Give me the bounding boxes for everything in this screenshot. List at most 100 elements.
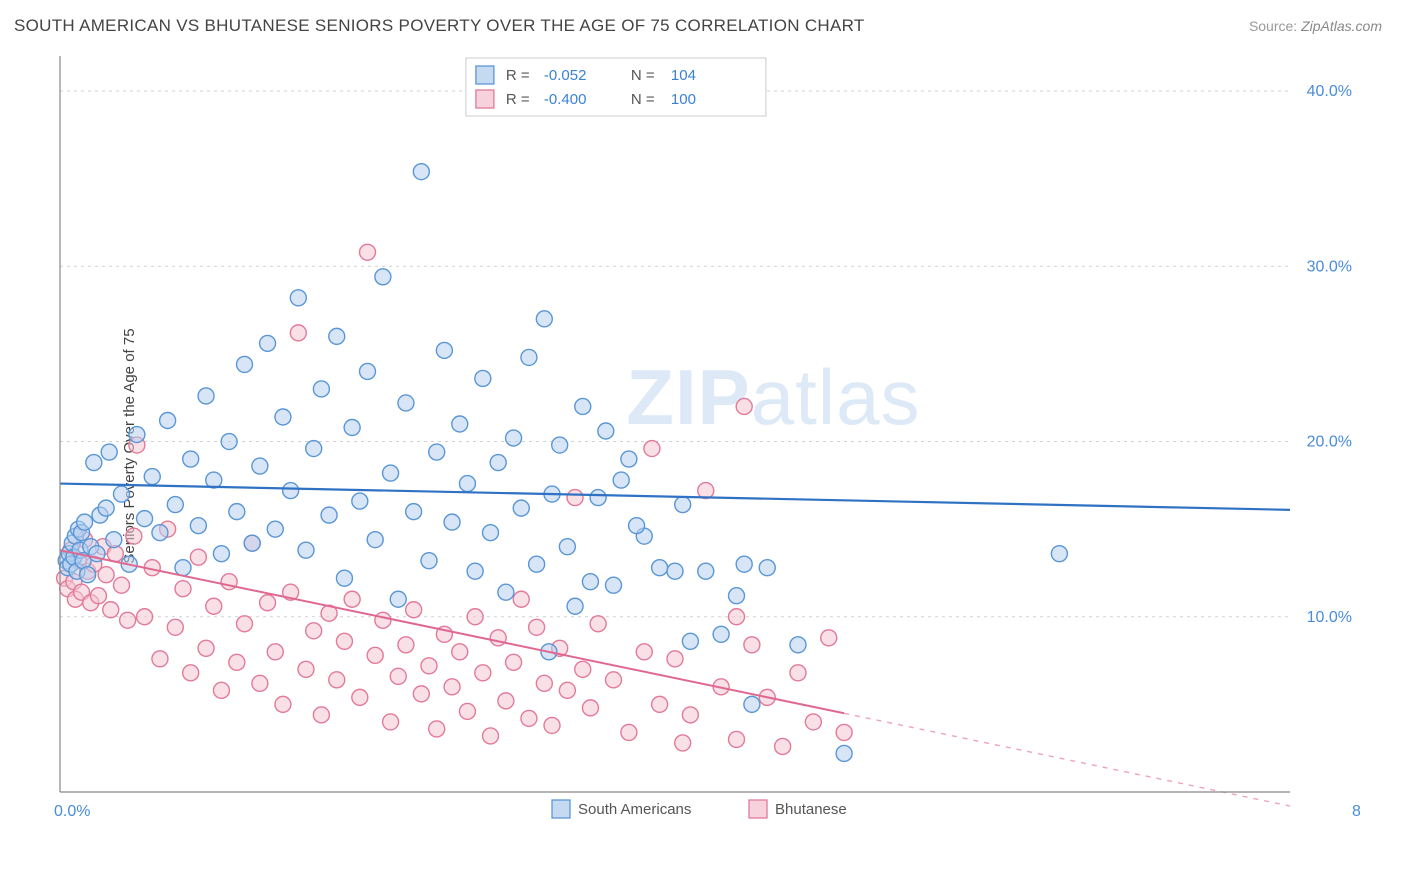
data-point-south_americans xyxy=(506,430,522,446)
data-point-bhutanese xyxy=(429,721,445,737)
data-point-bhutanese xyxy=(90,588,106,604)
data-point-bhutanese xyxy=(475,665,491,681)
data-point-bhutanese xyxy=(575,661,591,677)
data-point-bhutanese xyxy=(344,591,360,607)
data-point-south_americans xyxy=(698,563,714,579)
data-point-bhutanese xyxy=(152,651,168,667)
data-point-bhutanese xyxy=(644,441,660,457)
data-point-bhutanese xyxy=(736,398,752,414)
data-point-south_americans xyxy=(352,493,368,509)
data-point-bhutanese xyxy=(229,654,245,670)
data-point-bhutanese xyxy=(467,609,483,625)
data-point-bhutanese xyxy=(621,724,637,740)
data-point-south_americans xyxy=(290,290,306,306)
data-point-bhutanese xyxy=(306,623,322,639)
data-point-south_americans xyxy=(114,486,130,502)
y-tick-label: 40.0% xyxy=(1307,83,1352,100)
data-point-south_americans xyxy=(790,637,806,653)
data-point-bhutanese xyxy=(606,672,622,688)
data-point-south_americans xyxy=(213,546,229,562)
data-point-south_americans xyxy=(575,398,591,414)
data-point-bhutanese xyxy=(675,735,691,751)
data-point-south_americans xyxy=(336,570,352,586)
data-point-south_americans xyxy=(244,535,260,551)
data-point-bhutanese xyxy=(398,637,414,653)
data-point-bhutanese xyxy=(190,549,206,565)
stats-r-value-south_americans: -0.052 xyxy=(544,67,587,84)
legend-label-south_americans: South Americans xyxy=(578,801,691,818)
data-point-bhutanese xyxy=(667,651,683,667)
data-point-south_americans xyxy=(1051,546,1067,562)
data-point-bhutanese xyxy=(682,707,698,723)
data-point-south_americans xyxy=(598,423,614,439)
data-point-south_americans xyxy=(736,556,752,572)
data-point-south_americans xyxy=(77,514,93,530)
data-point-south_americans xyxy=(275,409,291,425)
data-point-south_americans xyxy=(613,472,629,488)
data-point-bhutanese xyxy=(513,591,529,607)
data-point-bhutanese xyxy=(390,668,406,684)
data-point-south_americans xyxy=(329,328,345,344)
data-point-bhutanese xyxy=(805,714,821,730)
data-point-south_americans xyxy=(344,420,360,436)
data-point-bhutanese xyxy=(360,244,376,260)
data-point-south_americans xyxy=(652,560,668,576)
data-point-south_americans xyxy=(836,745,852,761)
data-point-south_americans xyxy=(667,563,683,579)
data-point-bhutanese xyxy=(567,490,583,506)
data-point-bhutanese xyxy=(183,665,199,681)
data-point-south_americans xyxy=(552,437,568,453)
data-point-south_americans xyxy=(582,574,598,590)
data-point-south_americans xyxy=(390,591,406,607)
data-point-south_americans xyxy=(398,395,414,411)
data-point-bhutanese xyxy=(352,689,368,705)
data-point-bhutanese xyxy=(126,528,142,544)
data-point-bhutanese xyxy=(529,619,545,635)
data-point-bhutanese xyxy=(98,567,114,583)
data-point-south_americans xyxy=(80,567,96,583)
data-point-south_americans xyxy=(490,455,506,471)
source-value: ZipAtlas.com xyxy=(1301,18,1382,34)
data-point-bhutanese xyxy=(213,682,229,698)
data-point-south_americans xyxy=(606,577,622,593)
data-point-bhutanese xyxy=(137,609,153,625)
y-tick-label: 10.0% xyxy=(1307,609,1352,626)
data-point-bhutanese xyxy=(821,630,837,646)
data-point-bhutanese xyxy=(744,637,760,653)
data-point-south_americans xyxy=(283,483,299,499)
data-point-south_americans xyxy=(536,311,552,327)
data-point-south_americans xyxy=(237,356,253,372)
data-point-bhutanese xyxy=(444,679,460,695)
stats-r-label: R = xyxy=(506,91,530,108)
data-point-bhutanese xyxy=(544,717,560,733)
legend-swatch-south_americans xyxy=(552,800,570,818)
data-point-south_americans xyxy=(744,696,760,712)
data-point-south_americans xyxy=(144,469,160,485)
data-point-south_americans xyxy=(375,269,391,285)
data-point-south_americans xyxy=(252,458,268,474)
data-point-south_americans xyxy=(321,507,337,523)
stats-r-label: R = xyxy=(506,67,530,84)
data-point-south_americans xyxy=(229,504,245,520)
data-point-bhutanese xyxy=(252,675,268,691)
data-point-bhutanese xyxy=(652,696,668,712)
data-point-south_americans xyxy=(367,532,383,548)
data-point-south_americans xyxy=(137,511,153,527)
data-point-bhutanese xyxy=(206,598,222,614)
data-point-south_americans xyxy=(521,349,537,365)
legend-swatch-bhutanese xyxy=(749,800,767,818)
data-point-south_americans xyxy=(267,521,283,537)
data-point-bhutanese xyxy=(175,581,191,597)
data-point-bhutanese xyxy=(729,731,745,747)
stats-swatch-bhutanese xyxy=(476,90,494,108)
data-point-bhutanese xyxy=(367,647,383,663)
data-point-south_americans xyxy=(221,434,237,450)
data-point-bhutanese xyxy=(336,633,352,649)
data-point-south_americans xyxy=(421,553,437,569)
data-point-bhutanese xyxy=(729,609,745,625)
data-point-south_americans xyxy=(759,560,775,576)
data-point-south_americans xyxy=(198,388,214,404)
data-point-south_americans xyxy=(160,412,176,428)
data-point-south_americans xyxy=(260,335,276,351)
data-point-south_americans xyxy=(675,497,691,513)
